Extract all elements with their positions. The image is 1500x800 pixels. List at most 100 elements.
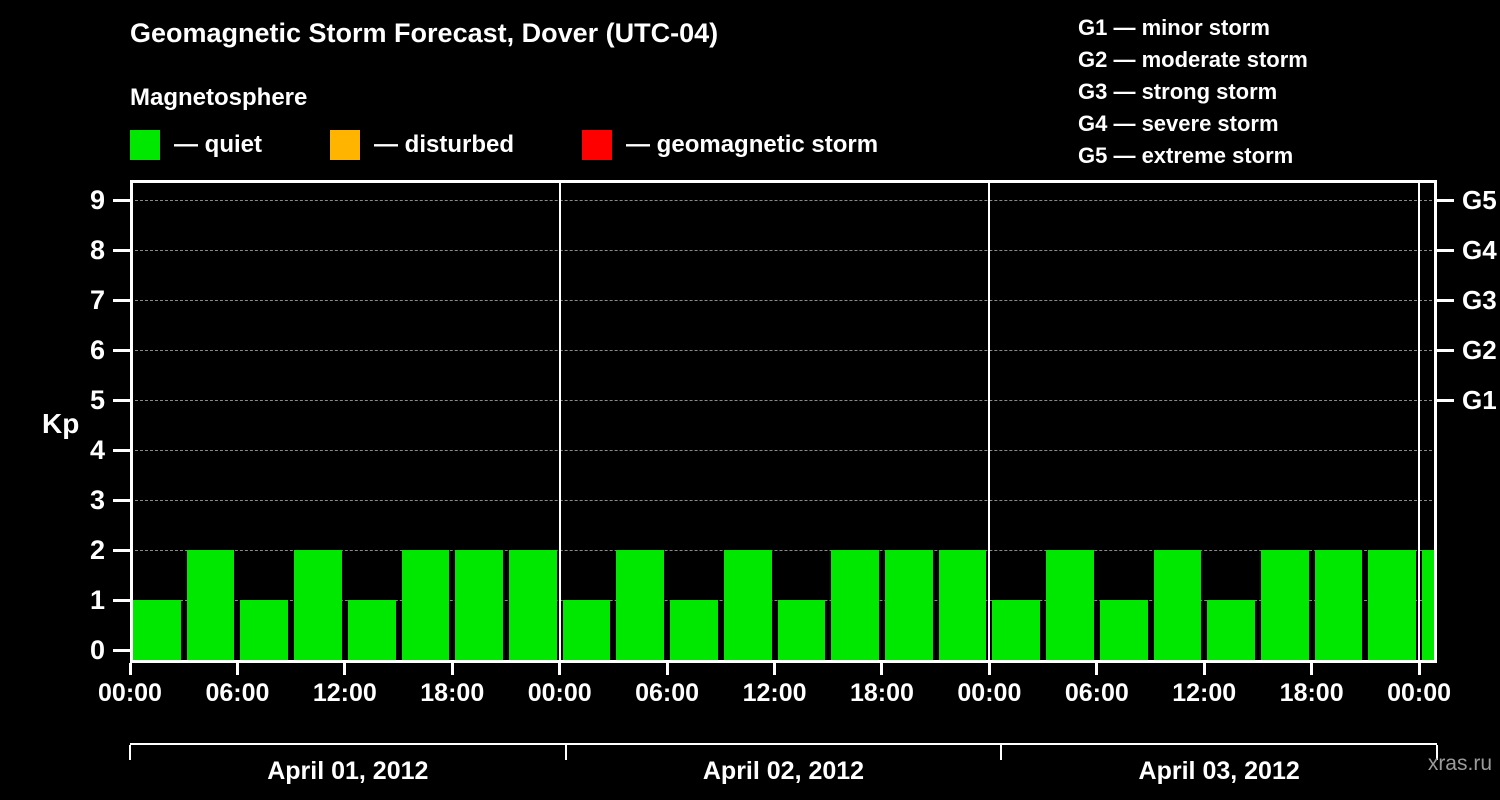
kp-bar	[455, 550, 503, 663]
x-tick-label: 12:00	[1172, 679, 1237, 707]
y-axis-tick	[113, 548, 130, 552]
x-tick-label: 06:00	[205, 679, 270, 707]
y-tick-label: 0	[89, 635, 105, 666]
g-level-label: G2	[1462, 335, 1497, 366]
kp-bar	[294, 550, 342, 663]
g-scale-legend-item: G2 — moderate storm	[1078, 47, 1308, 72]
chart-title: Geomagnetic Storm Forecast, Dover (UTC-0…	[130, 18, 719, 48]
kp-bar	[562, 600, 611, 663]
x-axis-tick	[987, 663, 991, 675]
x-tick-label: 00:00	[527, 679, 592, 707]
quiet-swatch-icon	[130, 130, 160, 160]
x-axis-tick	[773, 663, 777, 675]
timeline-tick	[564, 745, 567, 760]
kp-bar	[1207, 600, 1255, 663]
right-axis-tick	[1437, 398, 1454, 402]
g-scale-legend-item: G1 — minor storm	[1078, 15, 1270, 40]
x-axis-tick	[450, 663, 454, 675]
x-tick-label: 18:00	[420, 679, 485, 707]
kp-bar	[401, 550, 450, 663]
day-divider	[558, 180, 561, 663]
storm-swatch-icon	[582, 130, 613, 160]
kp-bar	[1046, 550, 1094, 663]
right-axis-tick	[1437, 248, 1454, 252]
y-tick-label: 9	[89, 185, 105, 216]
kp-bar	[616, 550, 665, 663]
y-tick-label: 6	[89, 335, 105, 366]
x-axis-tick	[1417, 663, 1421, 675]
x-axis-tick	[1310, 663, 1314, 675]
legend-item: — geomagnetic storm	[582, 130, 878, 160]
kp-bar	[240, 600, 289, 663]
right-axis-tick	[1437, 298, 1454, 302]
gridline	[130, 250, 1437, 252]
x-axis-tick	[343, 663, 347, 675]
g-level-label: G5	[1462, 185, 1497, 216]
y-axis-tick	[113, 248, 130, 252]
gridline	[130, 200, 1437, 202]
y-axis-tick	[113, 398, 130, 402]
x-tick-label: 18:00	[849, 679, 914, 707]
x-tick-label: 00:00	[1387, 679, 1452, 707]
kp-bar	[777, 600, 826, 663]
kp-legend: — quiet — disturbed — geomagnetic storm	[130, 130, 878, 160]
y-axis-tick	[113, 648, 130, 652]
y-axis-tick	[113, 348, 130, 352]
x-tick-label: 06:00	[1064, 679, 1129, 707]
x-tick-label: 12:00	[742, 679, 807, 707]
x-tick-label: 18:00	[1279, 679, 1344, 707]
g-scale-legend-item: G3 — strong storm	[1078, 79, 1278, 104]
kp-bar	[133, 600, 181, 663]
legend-label: — geomagnetic storm	[626, 131, 879, 158]
legend-label: — quiet	[174, 131, 262, 158]
kp-bar	[992, 600, 1041, 663]
x-tick-label: 00:00	[957, 679, 1022, 707]
y-tick-label: 4	[89, 435, 105, 466]
y-axis-label: Kp	[42, 408, 80, 439]
x-axis-tick	[880, 663, 884, 675]
y-tick-label: 7	[89, 285, 105, 316]
day-divider	[988, 180, 991, 663]
day-divider	[1418, 180, 1421, 663]
g-level-label: G1	[1462, 385, 1497, 416]
x-axis-tick	[235, 663, 239, 675]
right-axis-tick	[1437, 348, 1454, 352]
x-axis-tick	[665, 663, 669, 675]
kp-bar	[884, 550, 933, 663]
kp-bar	[1099, 600, 1148, 663]
kp-bar	[938, 550, 987, 663]
chart-subtitle: Magnetosphere	[130, 84, 308, 111]
gridline	[130, 550, 1437, 552]
timeline-tick	[1436, 745, 1438, 760]
watermark: xras.ru	[1427, 752, 1492, 775]
kp-bar-partial	[1422, 550, 1437, 663]
legend-item: — quiet	[130, 130, 262, 160]
legend-item: — disturbed	[330, 130, 514, 160]
y-tick-label: 5	[89, 385, 105, 416]
y-tick-label: 2	[89, 535, 105, 566]
date-label: April 02, 2012	[702, 757, 865, 785]
g-scale-legend-item: G5 — extreme storm	[1078, 143, 1294, 168]
y-axis-tick	[113, 498, 130, 502]
gridline	[130, 500, 1437, 502]
y-axis-tick	[113, 448, 130, 452]
kp-bar	[1153, 550, 1202, 663]
plot-area: 0 1 2 3 4 5 6 7 8 9 G1 G2 G3 G4 G5 00:00 06:00 12:00 18:00…	[90, 180, 1497, 707]
date-label: April 03, 2012	[1138, 757, 1300, 785]
bars-layer	[130, 180, 1437, 663]
kp-bar	[347, 600, 396, 663]
y-axis-tick	[113, 198, 130, 202]
y-tick-label: 3	[89, 485, 105, 516]
timeline-tick	[1000, 745, 1003, 760]
y-axis-tick	[113, 298, 130, 302]
x-axis-tick	[1095, 663, 1099, 675]
kp-bar	[670, 600, 718, 663]
gridline	[130, 400, 1437, 402]
kp-bar	[186, 550, 235, 663]
y-tick-label: 1	[89, 585, 105, 616]
x-axis-tick	[558, 663, 562, 675]
g-scale-legend-item: G4 — severe storm	[1078, 111, 1279, 136]
date-label: April 01, 2012	[267, 757, 429, 785]
x-tick-label: 00:00	[98, 679, 162, 707]
kp-bar	[831, 550, 879, 663]
